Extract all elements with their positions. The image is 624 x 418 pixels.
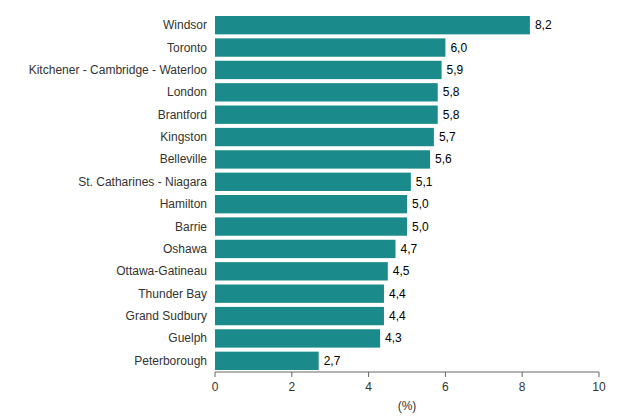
data-label: 5,8 bbox=[443, 85, 460, 99]
data-label: 2,7 bbox=[324, 354, 341, 368]
category-label: Brantford bbox=[158, 108, 207, 122]
category-label: Belleville bbox=[160, 152, 208, 166]
bar bbox=[215, 352, 319, 370]
category-label: Guelph bbox=[168, 331, 207, 345]
category-label: Ottawa-Gatineau bbox=[116, 264, 207, 278]
x-tick bbox=[215, 372, 216, 377]
x-tick-label: 0 bbox=[212, 380, 219, 394]
category-label: Oshawa bbox=[163, 242, 207, 256]
data-label: 8,2 bbox=[535, 18, 552, 32]
x-tick-label: 8 bbox=[519, 380, 526, 394]
bar bbox=[215, 329, 380, 347]
data-label: 4,7 bbox=[400, 242, 417, 256]
x-tick bbox=[368, 372, 369, 377]
data-label: 6,0 bbox=[450, 41, 467, 55]
category-label: London bbox=[167, 85, 207, 99]
bar bbox=[215, 285, 384, 303]
y-axis: Peterborough Guelph Grand Sudbury Thunder B… bbox=[29, 18, 208, 368]
category-label: Barrie bbox=[175, 220, 207, 234]
x-axis: 0 2 4 6 8 10 bbox=[212, 372, 606, 394]
bar bbox=[215, 307, 384, 325]
bar bbox=[215, 262, 388, 280]
bar bbox=[215, 150, 430, 168]
x-tick bbox=[522, 372, 523, 377]
data-labels: 2,7 4,3 4,4 4,4 4,5 4,7 5,0 5,0 5,15,6 5,7 5,8 5,8 5… bbox=[324, 18, 552, 368]
category-label: Grand Sudbury bbox=[126, 309, 207, 323]
data-label: 5,9 bbox=[447, 63, 464, 77]
x-tick bbox=[291, 372, 292, 377]
category-label: Kingston bbox=[160, 130, 207, 144]
data-label: 5,1 bbox=[416, 175, 433, 189]
data-label: 4,5 bbox=[393, 264, 410, 278]
category-label: Peterborough bbox=[134, 354, 207, 368]
bar bbox=[215, 38, 445, 56]
category-label: Thunder Bay bbox=[138, 287, 207, 301]
x-axis-line bbox=[215, 372, 599, 373]
bars bbox=[215, 16, 530, 370]
bar bbox=[215, 240, 395, 258]
data-label: 4,4 bbox=[389, 287, 406, 301]
bar bbox=[215, 83, 438, 101]
data-label: 5,0 bbox=[412, 220, 429, 234]
category-label: Toronto bbox=[167, 41, 207, 55]
data-label: 4,4 bbox=[389, 309, 406, 323]
data-label: 5,8 bbox=[443, 108, 460, 122]
x-tick-label: 4 bbox=[365, 380, 372, 394]
x-tick bbox=[599, 372, 600, 377]
bar bbox=[215, 217, 407, 235]
data-label: 5,0 bbox=[412, 197, 429, 211]
category-label: Hamilton bbox=[160, 197, 207, 211]
data-label: 5,6 bbox=[435, 152, 452, 166]
bar bbox=[215, 128, 434, 146]
bar bbox=[215, 106, 438, 124]
chart: 0 2 4 6 8 10 (%) Peterborough Guelph Grand Sudbur… bbox=[0, 0, 624, 418]
x-tick bbox=[445, 372, 446, 377]
bar bbox=[215, 195, 407, 213]
category-label: Windsor bbox=[163, 18, 207, 32]
data-label: 5,7 bbox=[439, 130, 456, 144]
x-tick-label: 2 bbox=[288, 380, 295, 394]
category-label: Kitchener - Cambridge - Waterloo bbox=[29, 63, 208, 77]
bar bbox=[215, 173, 411, 191]
x-tick-label: 10 bbox=[592, 380, 606, 394]
category-label: St. Catharines - Niagara bbox=[78, 175, 207, 189]
data-label: 4,3 bbox=[385, 331, 402, 345]
bar bbox=[215, 16, 530, 34]
x-tick-label: 6 bbox=[442, 380, 449, 394]
x-axis-label: (%) bbox=[398, 399, 417, 413]
bar bbox=[215, 61, 442, 79]
